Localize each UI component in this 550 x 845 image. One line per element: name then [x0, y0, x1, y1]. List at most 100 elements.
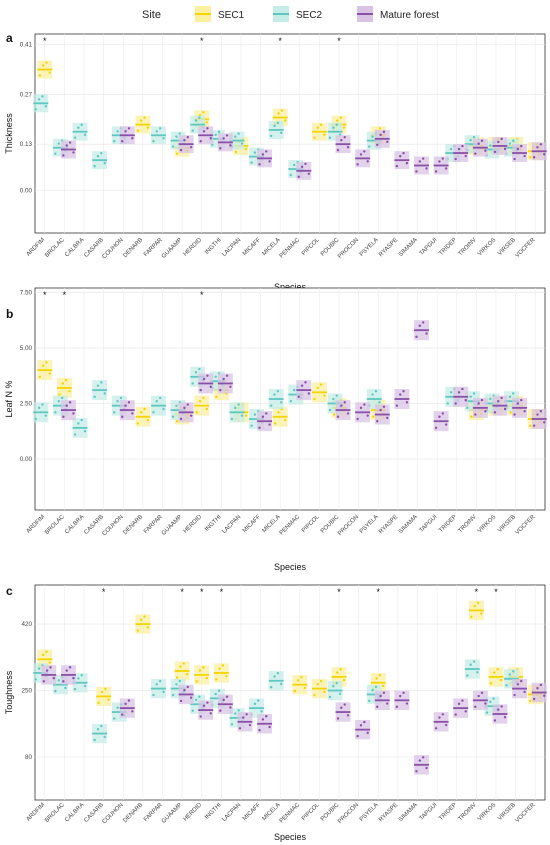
data-point: [162, 690, 165, 694]
data-point: [238, 727, 242, 730]
data-point: [72, 676, 75, 680]
data-point: [261, 153, 265, 156]
data-point: [323, 690, 326, 694]
data-point: [371, 393, 374, 396]
x-tick-label: DENARB: [122, 802, 144, 824]
data-point: [100, 381, 103, 384]
data-point: [124, 702, 127, 706]
data-point: [199, 140, 202, 143]
data-point: [505, 684, 508, 687]
data-point: [140, 119, 143, 122]
data-point: [191, 382, 194, 385]
y-axis-title: Toughness: [4, 670, 14, 714]
x-tick-label: LACPAN: [221, 514, 242, 535]
panel-label: c: [6, 584, 13, 598]
data-point: [269, 686, 273, 689]
x-tick-label: PSYELA: [359, 237, 380, 258]
data-point: [480, 691, 484, 694]
data-point: [248, 723, 252, 727]
x-tick-label: VIRSEB: [497, 237, 517, 257]
data-point: [121, 713, 124, 716]
data-point: [500, 705, 503, 708]
data-point: [103, 735, 106, 738]
data-point: [489, 682, 493, 685]
data-point: [323, 394, 326, 397]
data-point: [221, 664, 225, 667]
data-point: [194, 371, 198, 374]
data-point: [219, 147, 222, 150]
data-point: [477, 694, 480, 698]
data-point: [425, 332, 428, 335]
x-tick-label: COUHON: [102, 514, 125, 537]
data-point: [113, 140, 116, 143]
data-point: [186, 685, 189, 689]
data-point: [198, 400, 202, 403]
data-point: [237, 709, 240, 712]
data-point: [146, 418, 150, 422]
data-point: [65, 404, 68, 407]
panel-label: b: [6, 307, 13, 321]
data-point: [171, 693, 175, 697]
data-point: [441, 157, 444, 160]
data-point: [313, 136, 316, 139]
x-axis-title: Species: [274, 832, 307, 842]
data-point: [528, 156, 532, 159]
data-point: [363, 720, 366, 724]
x-tick-label: VIRSEB: [497, 514, 517, 534]
data-point: [382, 691, 386, 694]
data-point: [80, 418, 83, 422]
x-tick-label: COUHON: [102, 237, 125, 260]
x-tick-label: VIRKOS: [477, 514, 497, 534]
data-point: [474, 152, 477, 155]
data-point: [304, 381, 307, 384]
data-point: [194, 698, 198, 702]
panel-label: a: [6, 31, 13, 45]
data-point: [73, 433, 77, 436]
y-tick-label: 5.00: [20, 345, 33, 352]
data-point: [65, 144, 68, 147]
significance-star: *: [43, 290, 47, 300]
significance-star: *: [220, 587, 224, 597]
data-point: [199, 715, 202, 718]
data-point: [219, 388, 222, 392]
data-point: [37, 98, 41, 101]
data-point: [332, 685, 335, 688]
x-tick-label: TRIDEP: [438, 514, 458, 534]
data-point: [343, 135, 346, 139]
data-point: [100, 724, 103, 728]
data-point: [520, 144, 523, 148]
data-point: [376, 420, 379, 423]
data-point: [45, 650, 48, 653]
significance-star: *: [494, 587, 498, 597]
data-point: [195, 680, 198, 683]
data-point: [96, 728, 100, 731]
data-point: [152, 140, 155, 143]
significance-star: *: [102, 587, 106, 597]
x-tick-label: PROCON: [337, 237, 360, 260]
x-tick-label: TRIDEP: [438, 802, 458, 822]
data-point: [158, 127, 162, 130]
data-point: [273, 675, 276, 678]
data-point: [158, 679, 162, 683]
data-point: [332, 397, 335, 401]
data-point: [276, 390, 280, 393]
data-point: [539, 683, 543, 687]
data-point: [366, 731, 369, 735]
data-point: [366, 414, 369, 417]
data-point: [289, 400, 292, 403]
x-tick-label: PIPCOL: [301, 237, 321, 257]
data-point: [205, 121, 208, 124]
data-point: [372, 415, 375, 418]
data-point: [528, 699, 532, 703]
x-tick-label: CALBRA: [64, 514, 85, 535]
data-point: [244, 147, 248, 151]
data-point: [146, 126, 150, 129]
data-point: [457, 702, 461, 706]
x-tick-label: PIPCOL: [301, 802, 321, 822]
legend-title: Site: [142, 9, 161, 21]
data-point: [183, 688, 186, 692]
data-point: [124, 404, 127, 407]
significance-star: *: [43, 36, 47, 46]
x-tick-label: PENMAC: [279, 237, 302, 260]
data-point: [461, 387, 464, 391]
